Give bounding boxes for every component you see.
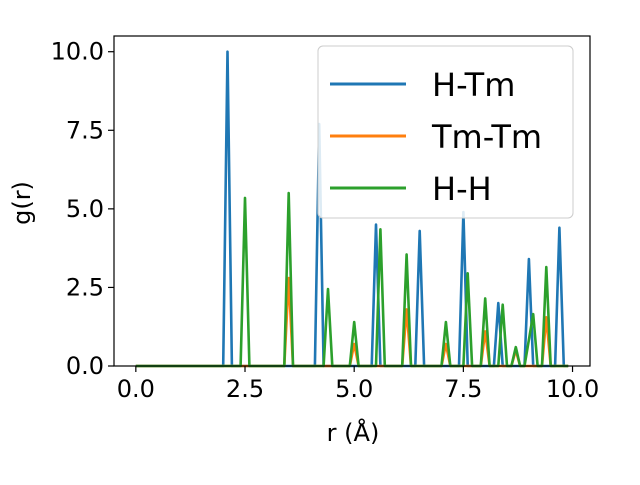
plot-frame xyxy=(113,35,591,367)
legend-label-tm-tm: Tm-Tm xyxy=(431,118,542,156)
legend-box xyxy=(317,45,574,219)
x-tick-label: 0.0 xyxy=(117,375,155,403)
legend: H-Tm Tm-Tm H-H xyxy=(317,45,574,219)
y-tick-label: 0.0 xyxy=(66,352,104,380)
axes-layer: 0.0 2.5 5.0 7.5 10.0 0.0 2.5 5.0 7.5 10.0 xyxy=(51,35,599,403)
legend-label-h-h: H-H xyxy=(432,170,492,208)
x-tick-label: 10.0 xyxy=(546,375,599,403)
y-tick-label: 10.0 xyxy=(51,38,104,66)
x-axis-label: r (Å) xyxy=(327,418,380,447)
y-tick-label: 7.5 xyxy=(66,116,104,144)
legend-label-h-tm: H-Tm xyxy=(432,66,515,104)
series-line-h-h xyxy=(135,191,569,368)
x-tick-label: 5.0 xyxy=(335,375,373,403)
x-tick-label: 2.5 xyxy=(226,375,264,403)
y-tick-label: 2.5 xyxy=(66,273,104,301)
y-tick-label: 5.0 xyxy=(66,195,104,223)
x-tick-label: 7.5 xyxy=(444,375,482,403)
y-axis-label: g(r) xyxy=(8,181,36,225)
